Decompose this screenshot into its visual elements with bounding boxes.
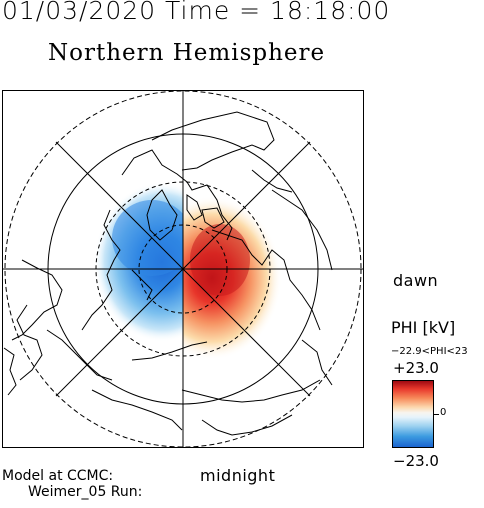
model-run-label: Weimer_05 Run: bbox=[28, 484, 143, 500]
positive-potential-cell bbox=[183, 196, 282, 360]
colorbar-min-label: −23.0 bbox=[393, 452, 439, 470]
polar-map bbox=[2, 90, 364, 448]
negative-potential-cell bbox=[94, 182, 183, 342]
map-title: Northern Hemisphere bbox=[48, 40, 326, 66]
label-dawn: dawn bbox=[393, 271, 439, 290]
meridians bbox=[2, 90, 364, 448]
colorbar-title: PHI [kV] bbox=[391, 318, 456, 337]
model-label: Model at CCMC: bbox=[2, 468, 114, 484]
colorbar-zero-tick bbox=[434, 414, 439, 415]
coastlines bbox=[3, 111, 333, 436]
colorbar-range: −22.9<PHI<23 bbox=[391, 346, 468, 357]
label-midnight: midnight bbox=[200, 466, 276, 485]
colorbar-max-label: +23.0 bbox=[393, 359, 439, 377]
colorbar-zero-label: 0 bbox=[440, 407, 447, 418]
header-timestamp: 01/03/2020 Time = 18:18:00 bbox=[2, 0, 391, 25]
colorbar bbox=[392, 380, 434, 448]
